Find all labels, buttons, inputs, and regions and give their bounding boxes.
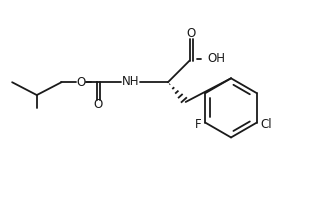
Text: Cl: Cl [261,118,272,131]
Text: O: O [186,28,195,40]
Text: F: F [195,118,202,131]
Text: NH: NH [122,75,139,88]
Text: O: O [77,76,86,89]
Text: O: O [93,98,103,111]
Text: OH: OH [207,52,225,65]
